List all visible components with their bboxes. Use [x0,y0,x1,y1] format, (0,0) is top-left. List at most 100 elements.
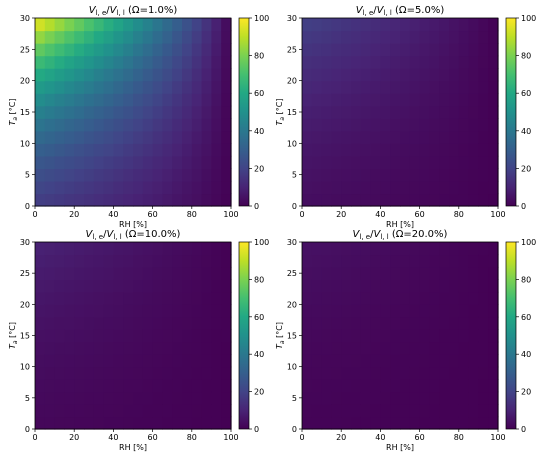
heatmap-cell [64,55,75,69]
heatmap-cell [64,279,75,293]
heatmap-cell [44,68,56,82]
heatmap-cell [211,93,222,107]
x-tick-label: 60 [148,210,158,219]
heatmap-cell [142,143,154,157]
heatmap-cell [331,68,342,82]
heatmap-cell [35,168,46,182]
heatmap-cell [103,30,114,44]
heatmap-cell [458,118,470,132]
heatmap-cell [172,168,183,182]
heatmap-cell [74,366,85,380]
heatmap-cell [103,329,114,343]
heatmap-cell [172,155,183,169]
heatmap-cell [211,266,222,280]
heatmap-cell [64,43,75,57]
heatmap-cell [64,291,75,305]
heatmap-cell [182,105,193,119]
heatmap-cell [201,329,212,343]
heatmap-cell [468,130,479,144]
heatmap-cell [201,180,212,195]
heatmap-cell [341,143,352,157]
heatmap-cell [341,329,352,343]
heatmap-cell [93,341,105,355]
heatmap-cell [360,155,372,169]
heatmap-cell [468,80,479,94]
heatmap-cell [54,105,65,119]
heatmap-cell [380,379,391,393]
heatmap-cell [468,379,479,393]
y-tick-label: 10 [20,363,30,372]
heatmap-cell [429,341,440,355]
heatmap-cell [211,316,222,330]
heatmap-cell [400,118,411,132]
heatmap-cell [439,118,450,132]
heatmap-cell [152,379,163,393]
heatmap-cell [449,193,460,207]
heatmap-cell [409,404,421,418]
colorbar: 0 20 40 60 80 100 [505,238,536,434]
colorbar-gradient [505,241,517,430]
heatmap-cell [370,242,381,256]
chart-title: Vl, e/Vl, l (Ω=10.0%) [86,229,181,241]
heatmap-cell [182,354,193,368]
heatmap-cell [113,254,124,268]
heatmap-cell [390,43,401,57]
heatmap-cell [172,254,183,268]
heatmap-cell [54,80,65,94]
heatmap-cell [44,391,56,405]
heatmap-cell [162,379,173,393]
y-axis-label: Ta [°C] [275,99,286,126]
heatmap-cell [133,291,144,305]
heatmap-cell [302,279,313,293]
heatmap-cell [182,304,193,318]
heatmap-cell [311,354,323,368]
heatmap-cell [400,366,411,380]
heatmap-cell [488,404,499,418]
heatmap-cell [182,18,193,32]
heatmap-cell [351,316,362,330]
heatmap-cell [191,266,203,280]
heatmap-cell [311,391,323,405]
heatmap-cell [35,43,46,57]
heatmap-cell [93,118,105,132]
heatmap-panel-1: 0 20 40 60 80 100 0 5 10 15 20 25 30 RH [%] Ta [°C] Vl,… [8,5,269,229]
colorbar-tick-label: 60 [254,89,264,98]
heatmap-cell [488,341,499,355]
heatmap-cell [390,329,401,343]
heatmap-cell [458,55,470,69]
heatmap-cell [142,354,154,368]
heatmap-cell [162,404,173,418]
heatmap-cell [201,105,212,119]
heatmap-cell [488,130,499,144]
heatmap-cell [341,193,352,207]
heatmap-cell [419,18,430,32]
heatmap-cell [44,93,56,107]
heatmap-cell [449,279,460,293]
heatmap-cell [302,105,313,119]
heatmap-cell [142,55,154,69]
heatmap-cell [172,80,183,94]
heatmap-cell [449,43,460,57]
heatmap-cell [380,354,391,368]
heatmap-panel-3: 0 20 40 60 80 100 0 5 10 15 20 25 30 RH [%] Ta [°C] Vl,… [8,229,269,452]
heatmap-cell [341,379,352,393]
heatmap-cell [390,93,401,107]
heatmap-cell [360,43,372,57]
heatmap-cell [478,242,489,256]
heatmap-cell [409,30,421,44]
heatmap-cell [103,193,114,207]
heatmap-cell [449,316,460,330]
heatmap-cell [439,143,450,157]
heatmap-cell [172,366,183,380]
heatmap-cell [478,43,489,57]
heatmap-cell [123,143,134,157]
heatmap-cell [74,43,85,57]
heatmap-cell [311,366,323,380]
heatmap-cell [84,266,95,280]
heatmap-cell [331,279,342,293]
heatmap-cell [172,55,183,69]
heatmap-cell [54,168,65,182]
heatmap-cell [449,341,460,355]
heatmap-cell [351,30,362,44]
heatmap-cell [44,55,56,69]
